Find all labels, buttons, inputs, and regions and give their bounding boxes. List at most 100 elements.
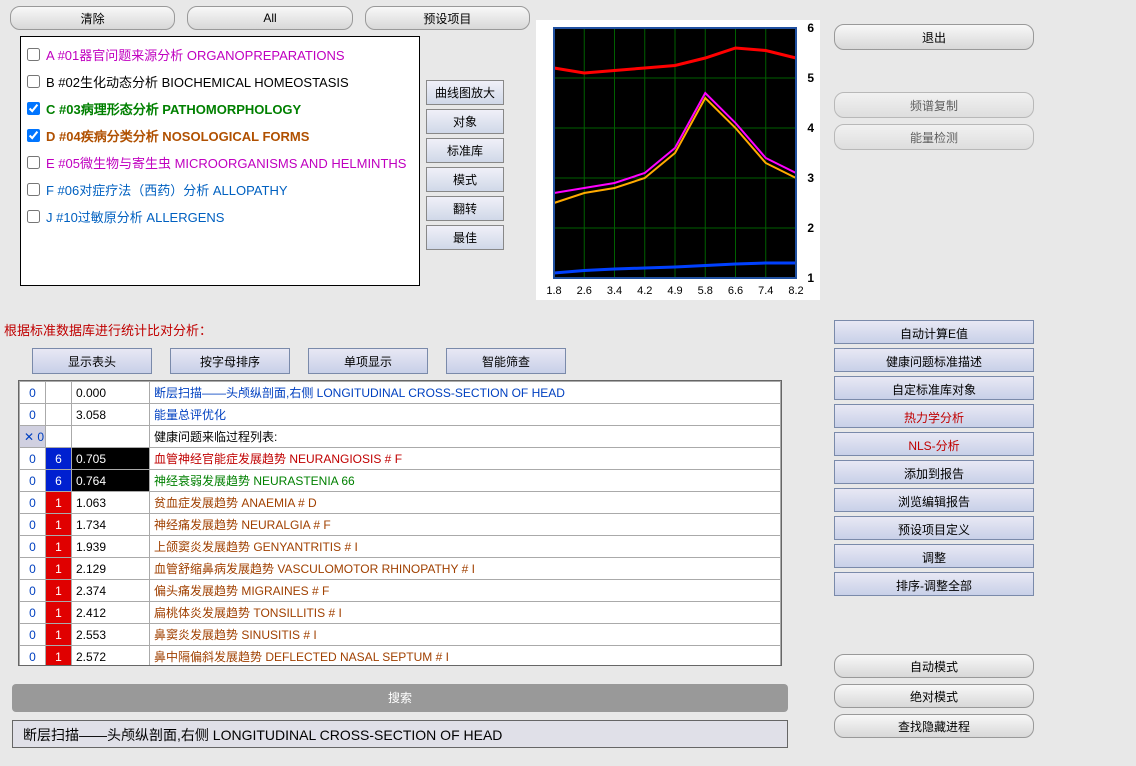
- table-row[interactable]: 011.939上颌窦炎发展趋势 GENYANTRITIS # I: [20, 536, 781, 558]
- svg-text:3.4: 3.4: [607, 285, 622, 297]
- svg-text:4.9: 4.9: [667, 285, 682, 297]
- table-cell: 3.058: [72, 404, 150, 426]
- category-checkbox[interactable]: [27, 48, 40, 61]
- svg-text:2.6: 2.6: [577, 285, 592, 297]
- table-row[interactable]: 00.000断层扫描——头颅纵剖面,右侧 LONGITUDINAL CROSS-…: [20, 382, 781, 404]
- search-bar[interactable]: 搜索: [12, 684, 788, 712]
- table-row[interactable]: 011.734神经痛发展趋势 NEURALGIA # F: [20, 514, 781, 536]
- category-item[interactable]: F #06对症疗法（西药）分析 ALLOPATHY: [25, 176, 415, 203]
- action-button[interactable]: 排序-调整全部: [834, 572, 1034, 596]
- filter-button[interactable]: 智能筛查: [446, 348, 566, 374]
- all-button[interactable]: All: [187, 6, 352, 30]
- svg-text:7.4: 7.4: [758, 285, 773, 297]
- exit-button[interactable]: 退出: [834, 24, 1034, 50]
- svg-text:1.8: 1.8: [546, 285, 561, 297]
- table-cell: 0.764: [72, 470, 150, 492]
- category-item[interactable]: E #05微生物与寄生虫 MICROORGANISMS AND HELMINTH…: [25, 149, 415, 176]
- table-cell: 0.000: [72, 382, 150, 404]
- table-cell: 断层扫描——头颅纵剖面,右侧 LONGITUDINAL CROSS-SECTIO…: [150, 382, 781, 404]
- category-checkbox[interactable]: [27, 102, 40, 115]
- table-cell: 1: [46, 514, 72, 536]
- table-cell: 1.734: [72, 514, 150, 536]
- spectrum-copy-button[interactable]: 频谱复制: [834, 92, 1034, 118]
- table-row[interactable]: 03.058能量总评优化: [20, 404, 781, 426]
- results-table-wrap[interactable]: 0 0.000断层扫描——头颅纵剖面,右侧 LONGITUDINAL CROSS-…: [18, 380, 782, 666]
- category-item[interactable]: D #04疾病分类分析 NOSOLOGICAL FORMS: [25, 122, 415, 149]
- category-item[interactable]: B #02生化动态分析 BIOCHEMICAL HOMEOSTASIS: [25, 68, 415, 95]
- table-cell: 0: [20, 514, 46, 536]
- action-button[interactable]: 热力学分析: [834, 404, 1034, 428]
- svg-text:4.2: 4.2: [637, 285, 652, 297]
- action-button[interactable]: 自动计算E值: [834, 320, 1034, 344]
- table-row[interactable]: 012.129血管舒缩鼻病发展趋势 VASCULOMOTOR RHINOPATH…: [20, 558, 781, 580]
- category-item[interactable]: J #10过敏原分析 ALLERGENS: [25, 203, 415, 230]
- clear-button[interactable]: 清除: [10, 6, 175, 30]
- table-row[interactable]: 012.374偏头痛发展趋势 MIGRAINES # F: [20, 580, 781, 602]
- chart-side-button[interactable]: 翻转: [426, 196, 504, 221]
- category-checkbox[interactable]: [27, 210, 40, 223]
- table-cell: 血管神经官能症发展趋势 NEURANGIOSIS # F: [150, 448, 781, 470]
- table-cell: 2.553: [72, 624, 150, 646]
- results-table: 0 0.000断层扫描——头颅纵剖面,右侧 LONGITUDINAL CROSS-…: [19, 381, 781, 666]
- category-label: E #05微生物与寄生虫 MICROORGANISMS AND HELMINTH…: [46, 153, 406, 172]
- table-row[interactable]: 060.764神经衰弱发展趋势 NEURASTENIA 66: [20, 470, 781, 492]
- table-cell: 1.939: [72, 536, 150, 558]
- table-row[interactable]: 012.553鼻窦炎发展趋势 SINUSITIS # I: [20, 624, 781, 646]
- table-cell: 上颌窦炎发展趋势 GENYANTRITIS # I: [150, 536, 781, 558]
- table-cell: 1: [46, 646, 72, 667]
- mode-button[interactable]: 自动模式: [834, 654, 1034, 678]
- category-item[interactable]: C #03病理形态分析 PATHOMORPHOLOGY: [25, 95, 415, 122]
- action-button[interactable]: 调整: [834, 544, 1034, 568]
- table-cell: 0: [20, 646, 46, 667]
- action-button[interactable]: 添加到报告: [834, 460, 1034, 484]
- table-cell: 0.705: [72, 448, 150, 470]
- chart-side-button[interactable]: 模式: [426, 167, 504, 192]
- table-cell: 1.063: [72, 492, 150, 514]
- top-button-bar: 清除 All 预设项目: [10, 6, 530, 36]
- table-row[interactable]: 060.705血管神经官能症发展趋势 NEURANGIOSIS # F: [20, 448, 781, 470]
- action-button[interactable]: 预设项目定义: [834, 516, 1034, 540]
- table-cell: 0: [20, 404, 46, 426]
- chart-side-button[interactable]: 标准库: [426, 138, 504, 163]
- category-panel: A #01器官问题来源分析 ORGANOPREPARATIONSB #02生化动…: [20, 36, 420, 286]
- chart-side-button[interactable]: 最佳: [426, 225, 504, 250]
- table-cell: [72, 426, 150, 448]
- mode-button[interactable]: 绝对模式: [834, 684, 1034, 708]
- category-label: C #03病理形态分析 PATHOMORPHOLOGY: [46, 99, 301, 118]
- preset-button[interactable]: 预设项目: [365, 6, 530, 30]
- category-checkbox[interactable]: [27, 129, 40, 142]
- action-button[interactable]: 健康问题标准描述: [834, 348, 1034, 372]
- energy-detect-button[interactable]: 能量检测: [834, 124, 1034, 150]
- table-cell: [46, 404, 72, 426]
- mode-button[interactable]: 查找隐藏进程: [834, 714, 1034, 738]
- action-button[interactable]: NLS-分析: [834, 432, 1034, 456]
- category-checkbox[interactable]: [27, 183, 40, 196]
- svg-text:6.6: 6.6: [728, 285, 743, 297]
- category-checkbox[interactable]: [27, 75, 40, 88]
- filter-button[interactable]: 显示表头: [32, 348, 152, 374]
- table-cell: 1: [46, 536, 72, 558]
- table-cell: 0: [20, 624, 46, 646]
- category-checkbox[interactable]: [27, 156, 40, 169]
- table-cell: [46, 382, 72, 404]
- table-cell: ✕ 0: [20, 426, 46, 448]
- table-cell: 1: [46, 492, 72, 514]
- chart-side-button[interactable]: 曲线图放大: [426, 80, 504, 105]
- action-button[interactable]: 浏览编辑报告: [834, 488, 1034, 512]
- table-cell: 神经衰弱发展趋势 NEURASTENIA 66: [150, 470, 781, 492]
- action-button[interactable]: 自定标准库对象: [834, 376, 1034, 400]
- table-row[interactable]: ✕ 0健康问题来临过程列表:: [20, 426, 781, 448]
- table-cell: 扁桃体炎发展趋势 TONSILLITIS # I: [150, 602, 781, 624]
- table-cell: 偏头痛发展趋势 MIGRAINES # F: [150, 580, 781, 602]
- table-row[interactable]: 012.412扁桃体炎发展趋势 TONSILLITIS # I: [20, 602, 781, 624]
- filter-button[interactable]: 按字母排序: [170, 348, 290, 374]
- chart-side-button[interactable]: 对象: [426, 109, 504, 134]
- table-row[interactable]: 011.063贫血症发展趋势 ANAEMIA # D: [20, 492, 781, 514]
- svg-text:2: 2: [807, 221, 814, 235]
- table-cell: 1: [46, 602, 72, 624]
- section-label: 根据标准数据库进行统计比对分析：: [4, 320, 212, 339]
- table-row[interactable]: 012.572鼻中隔偏斜发展趋势 DEFLECTED NASAL SEPTUM …: [20, 646, 781, 667]
- filter-button[interactable]: 单项显示: [308, 348, 428, 374]
- category-label: F #06对症疗法（西药）分析 ALLOPATHY: [46, 180, 288, 199]
- category-item[interactable]: A #01器官问题来源分析 ORGANOPREPARATIONS: [25, 41, 415, 68]
